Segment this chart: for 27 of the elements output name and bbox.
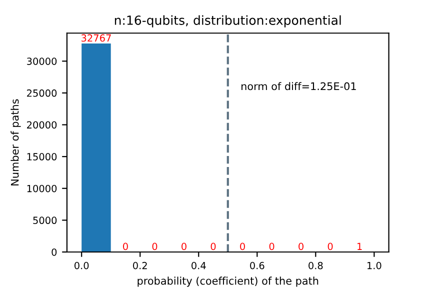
- data-label: 0: [240, 242, 245, 250]
- y-axis-title: Number of paths: [10, 99, 21, 186]
- annotation: norm of diff=1.25E-01: [242, 82, 356, 90]
- x-axis-title: probability (coefficient) of the path: [138, 276, 318, 287]
- data-label: 0: [328, 242, 333, 250]
- data-label: 32767: [81, 34, 111, 42]
- y-tick-label: 30000: [27, 58, 57, 65]
- chart-title: n:16-qubits, distribution:exponential: [114, 15, 341, 28]
- x-tick-label: 0.8: [308, 262, 323, 270]
- x-tick-label: 1.0: [368, 262, 382, 270]
- x-tick-label: 0.2: [133, 262, 147, 270]
- y-tick-label: 10000: [27, 184, 57, 192]
- x-tick-label: 0.6: [250, 262, 264, 270]
- y-tick-label: 5000: [33, 216, 57, 224]
- x-tick-label: 0.4: [192, 262, 206, 270]
- data-label: 0: [269, 242, 274, 250]
- data-label: 0: [298, 242, 304, 250]
- y-tick-label: 0: [52, 248, 57, 256]
- y-tick-label: 25000: [27, 89, 57, 97]
- data-label: 0: [210, 242, 216, 250]
- data-label: 0: [182, 242, 186, 250]
- data-label: 1: [358, 242, 362, 250]
- y-tick-label: 15000: [27, 153, 57, 160]
- data-label: 0: [123, 242, 128, 250]
- x-tick-label: 0.0: [74, 262, 89, 270]
- y-tick-label: 20000: [27, 121, 57, 129]
- data-label: 0: [152, 242, 158, 250]
